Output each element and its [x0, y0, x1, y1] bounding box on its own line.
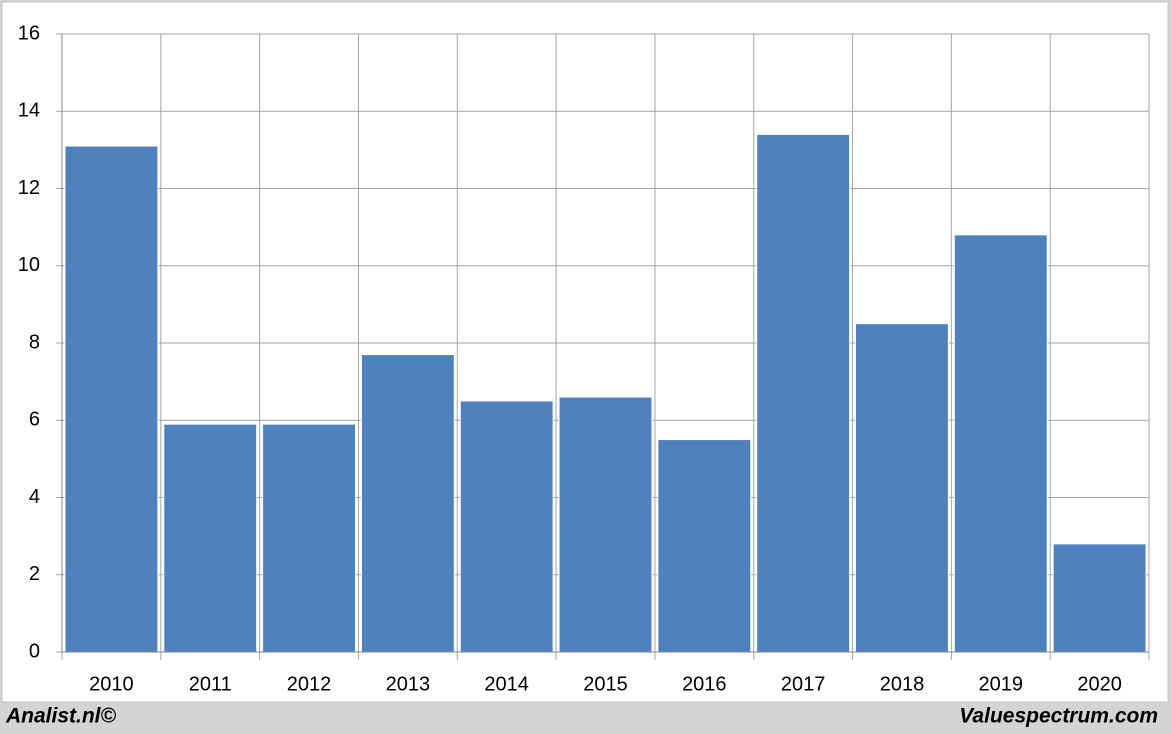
x-tick-label: 2015 — [583, 673, 628, 695]
bar — [756, 133, 851, 653]
y-tick-label: 8 — [29, 331, 40, 353]
y-tick-label: 2 — [29, 563, 40, 585]
y-tick-label: 4 — [29, 486, 40, 508]
x-tick-label: 2020 — [1077, 673, 1122, 695]
bar — [64, 145, 159, 653]
x-tick-label: 2011 — [189, 673, 232, 695]
y-tick-label: 6 — [29, 409, 40, 431]
bar — [1052, 543, 1147, 653]
x-tick-label: 2018 — [880, 673, 925, 695]
y-tick-label: 10 — [18, 254, 40, 276]
bar — [953, 234, 1048, 653]
y-tick-label: 14 — [18, 100, 40, 122]
x-tick-label: 2019 — [979, 673, 1024, 695]
x-tick-label: 2013 — [386, 673, 431, 695]
bar — [558, 396, 653, 653]
bar — [262, 423, 356, 653]
bar — [163, 423, 258, 653]
y-tick-label: 12 — [18, 177, 40, 199]
footer-right: Valuespectrum.com — [959, 705, 1158, 728]
y-tick-label: 16 — [18, 22, 40, 44]
footer-left: Analist.nl© — [5, 705, 117, 728]
bar — [360, 354, 455, 653]
x-tick-label: 2017 — [781, 673, 826, 695]
y-tick-label: 0 — [29, 640, 40, 662]
x-tick-label: 2012 — [287, 673, 332, 695]
x-tick-label: 2014 — [484, 673, 529, 695]
x-tick-label: 2016 — [682, 673, 727, 695]
bar — [855, 323, 949, 653]
bar — [459, 400, 554, 653]
x-tick-label: 2010 — [89, 673, 134, 695]
bar — [657, 439, 752, 653]
